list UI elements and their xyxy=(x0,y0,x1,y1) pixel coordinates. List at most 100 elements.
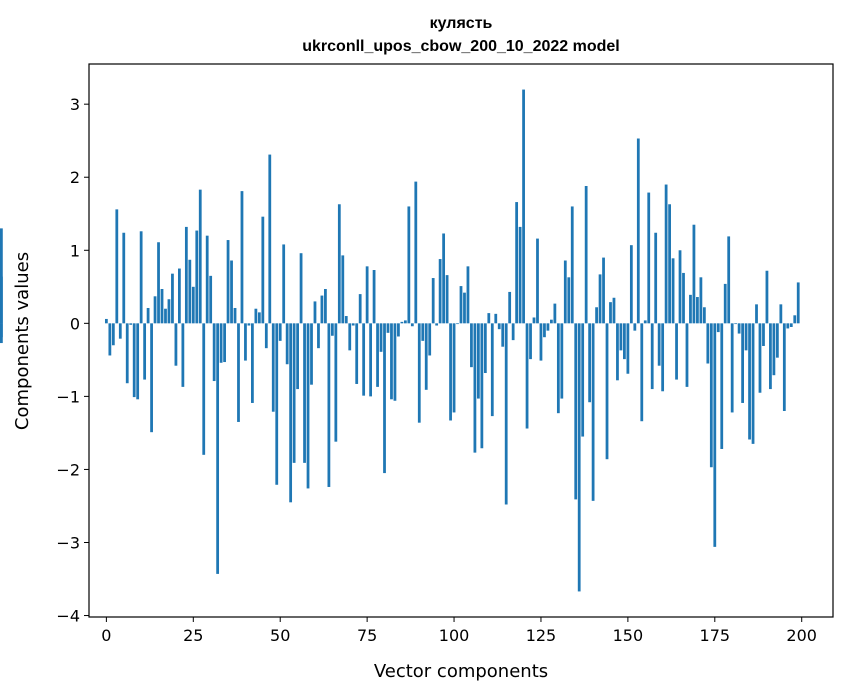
bar xyxy=(678,250,682,324)
bar xyxy=(546,323,550,331)
bar xyxy=(251,323,254,403)
bar xyxy=(442,233,446,324)
bar xyxy=(435,323,439,326)
bar xyxy=(591,323,595,501)
bar xyxy=(431,278,435,324)
bar xyxy=(796,282,800,324)
x-tick-label: 100 xyxy=(439,626,470,645)
bar xyxy=(365,266,369,324)
bar xyxy=(647,192,651,324)
bar xyxy=(198,189,202,324)
bar xyxy=(504,323,508,505)
x-tick-label: 200 xyxy=(786,626,817,645)
bar xyxy=(271,323,275,412)
bar xyxy=(668,204,671,324)
bar xyxy=(195,230,199,324)
bar xyxy=(588,323,592,403)
bar xyxy=(449,323,452,421)
bar xyxy=(344,316,348,324)
bar xyxy=(417,323,421,423)
bar xyxy=(376,323,379,387)
bar xyxy=(111,323,115,346)
bar xyxy=(178,268,181,324)
bar xyxy=(278,323,282,341)
bar xyxy=(497,323,501,330)
bar xyxy=(393,323,397,401)
bar xyxy=(762,323,765,346)
x-tick-label: 0 xyxy=(101,626,111,645)
bar xyxy=(379,323,383,352)
bar xyxy=(598,274,602,324)
y-tick-label: 0 xyxy=(70,314,80,333)
bar xyxy=(330,323,334,336)
bar xyxy=(226,240,230,324)
bar xyxy=(372,270,376,324)
bar xyxy=(289,323,293,503)
bar xyxy=(560,323,564,399)
bar xyxy=(171,273,174,324)
x-tick-label: 75 xyxy=(357,626,377,645)
bar xyxy=(369,323,372,397)
bar xyxy=(689,294,692,324)
bar xyxy=(428,323,432,356)
bar xyxy=(775,323,779,358)
bar xyxy=(0,323,3,344)
y-tick-label: 1 xyxy=(70,241,80,260)
bar xyxy=(765,270,769,324)
bar xyxy=(494,313,498,324)
bar xyxy=(782,323,786,411)
bar xyxy=(445,275,449,324)
bar xyxy=(390,323,393,400)
bar xyxy=(296,323,299,390)
bar xyxy=(115,209,119,324)
chart-title: кулясть xyxy=(430,15,493,32)
bar xyxy=(501,323,505,347)
bar xyxy=(793,315,797,324)
bar xyxy=(410,323,414,327)
bar xyxy=(713,323,717,547)
bar xyxy=(574,323,578,500)
bar xyxy=(671,258,675,324)
x-tick-label: 125 xyxy=(526,626,557,645)
bar xyxy=(556,323,560,414)
bar xyxy=(438,259,442,324)
bar xyxy=(532,317,536,324)
bar xyxy=(313,301,317,324)
y-tick-label: −2 xyxy=(56,460,80,479)
bar xyxy=(264,323,268,349)
bar xyxy=(424,323,428,390)
bar xyxy=(383,323,386,474)
bar xyxy=(609,302,612,324)
bar xyxy=(616,323,619,381)
bar xyxy=(104,318,108,324)
bar xyxy=(699,277,703,324)
bar xyxy=(188,259,192,324)
bar xyxy=(789,323,793,327)
y-tick-label: 2 xyxy=(70,168,80,187)
bar xyxy=(633,323,637,331)
bar xyxy=(734,323,738,325)
bar xyxy=(584,186,588,324)
bar xyxy=(570,206,574,324)
bar xyxy=(299,253,303,324)
y-tick-label: −3 xyxy=(56,533,80,552)
bar xyxy=(682,272,685,324)
bar xyxy=(643,320,647,324)
bar xyxy=(675,323,678,380)
bar xyxy=(136,323,140,400)
bar xyxy=(282,244,286,324)
bar xyxy=(595,307,598,324)
bar xyxy=(129,323,133,325)
bar xyxy=(285,323,289,365)
bar xyxy=(407,206,411,324)
bar xyxy=(452,323,456,413)
bar xyxy=(456,323,459,325)
x-tick-label: 25 xyxy=(183,626,203,645)
bar xyxy=(310,323,313,385)
bar xyxy=(184,226,188,324)
bar xyxy=(623,323,626,360)
bar xyxy=(216,323,220,574)
bar xyxy=(244,323,247,361)
bar xyxy=(741,323,744,403)
